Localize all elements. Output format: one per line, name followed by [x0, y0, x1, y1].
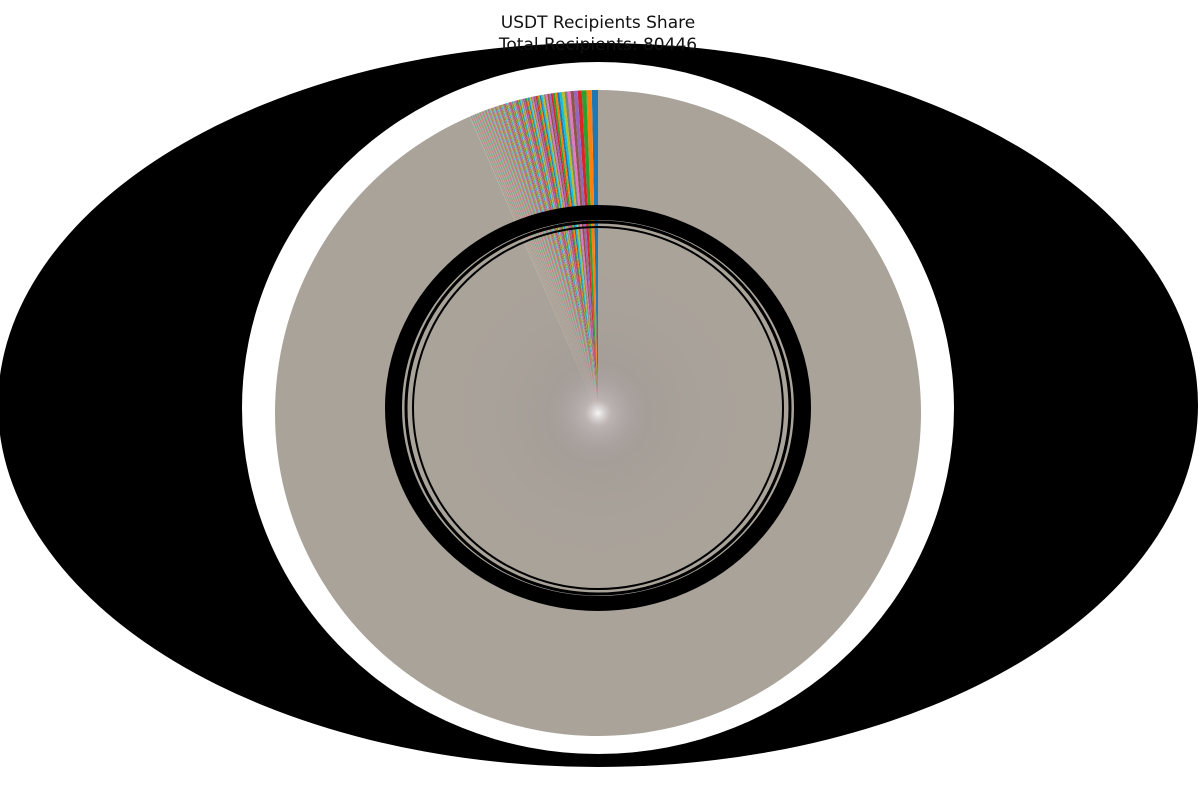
- chart-title: USDT Recipients Share: [501, 13, 695, 33]
- inner-label-ring: [385, 205, 811, 611]
- overlapping-pct-labels-ring-2: [404, 220, 792, 596]
- chart-subtitle: Total Recipients: 80446: [498, 35, 697, 55]
- overlapping-pct-labels-ring-0: [385, 205, 811, 611]
- pie-slices: [274, 90, 921, 736]
- overlapping-pct-labels-ring-3: [412, 226, 784, 590]
- overlapping-pct-labels-ring-1: [398, 216, 798, 600]
- pie-center-burst: [428, 243, 768, 583]
